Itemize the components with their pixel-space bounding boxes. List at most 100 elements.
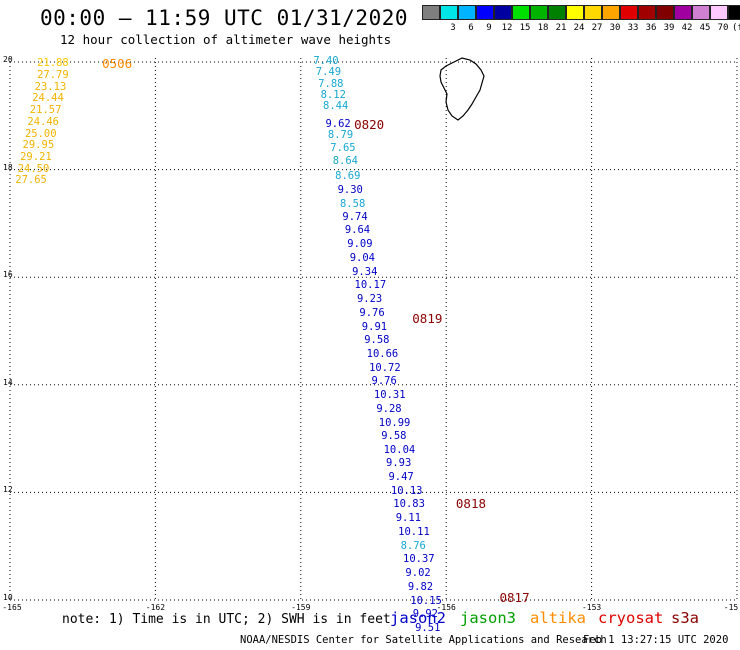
scale-tick-label: 3: [450, 23, 456, 33]
swh-value-east-track: 9.02: [405, 567, 431, 580]
swh-value-east-track: 9.04: [349, 251, 375, 264]
swh-value-west-track: 21.57: [29, 103, 62, 116]
swh-value-east-track: 9.74: [342, 211, 368, 224]
swh-value-east-track: 10.83: [393, 498, 425, 511]
hawaii-island-coastline: [439, 57, 485, 121]
page-subtitle: 12 hour collection of altimeter wave hei…: [60, 32, 392, 47]
swh-value-east-track: 9.91: [361, 320, 388, 333]
scale-tick-label: 42: [681, 23, 693, 33]
scale-swatch: [422, 5, 440, 20]
swh-value-west-track: 25.00: [24, 127, 57, 140]
scale-swatch: [602, 5, 620, 20]
swh-value-east-track: 9.23: [356, 293, 383, 306]
scale-swatch: [584, 5, 602, 20]
swh-value-east-track: 8.76: [400, 539, 426, 552]
swh-value-east-track: 9.64: [344, 224, 371, 237]
swh-value-west-track: 27.65: [15, 173, 47, 186]
swh-value-east-track: 7.65: [330, 142, 356, 155]
swh-value-west-track: 24.44: [32, 92, 64, 105]
pass-time-label: 0819: [412, 310, 443, 326]
swh-value-east-track: 10.04: [383, 443, 416, 456]
swh-value-west-track: 27.79: [37, 68, 69, 81]
swh-value-west-track: 24.46: [27, 115, 59, 128]
scale-swatch: [512, 5, 530, 20]
swh-value-east-track: 8.58: [339, 197, 366, 210]
swh-value-east-track: 10.11: [398, 525, 430, 538]
scale-tick-label: 36: [645, 23, 657, 33]
swh-value-east-track: 7.40: [313, 55, 339, 67]
longitude-tick-label: -162: [145, 603, 166, 612]
swh-value-west-track: 29.95: [22, 139, 55, 152]
legend-jason2: jason2: [390, 609, 446, 627]
footer-note: note: 1) Time is in UTC; 2) SWH is in fe…: [62, 612, 391, 627]
pass-time-label: 0818: [455, 496, 486, 512]
scale-tick-label: 18: [537, 23, 549, 33]
scale-tick-label: 27: [591, 23, 603, 33]
swh-value-east-track: 9.09: [347, 238, 373, 251]
scale-unit: (ft): [732, 23, 740, 33]
latitude-tick-label: 18: [3, 162, 13, 172]
scale-tick-label: 70: [717, 23, 729, 33]
swh-value-east-track: 9.92: [412, 608, 438, 621]
credit-line: NOAA/NESDIS Center for Satellite Applica…: [240, 634, 607, 646]
latitude-tick-label: 10: [3, 593, 13, 602]
pass-time-label: 0820: [354, 117, 385, 133]
swh-value-east-track: 10.66: [366, 348, 399, 361]
swh-value-east-track: 7.88: [318, 77, 344, 90]
longitude-tick-label: -15: [723, 603, 739, 612]
scale-swatch: [656, 5, 674, 20]
scale-swatch: [728, 5, 740, 20]
swh-value-east-track: 10.17: [354, 279, 387, 292]
longitude-tick-label: -165: [2, 603, 22, 612]
legend-cryosat: cryosat: [598, 609, 664, 627]
scale-tick-label: 33: [627, 23, 639, 33]
swh-value-east-track: 9.62: [325, 118, 351, 131]
swh-value-east-track: 8.64: [332, 155, 359, 168]
scale-tick-label: 12: [501, 23, 513, 33]
swh-value-west-track: 24.50: [17, 162, 50, 175]
swh-value-east-track: 10.37: [403, 553, 435, 566]
scale-tick-label: 15: [519, 23, 531, 33]
scale-swatch: [548, 5, 566, 20]
swh-value-east-track: 9.93: [386, 457, 412, 470]
swh-value-west-track: 29.21: [20, 150, 52, 163]
longitude-tick-label: -153: [581, 603, 602, 612]
latitude-tick-label: 12: [3, 485, 13, 495]
scale-swatch: [494, 5, 512, 20]
latitude-tick-label: 16: [3, 270, 13, 280]
scale-tick-label: 21: [555, 23, 567, 33]
swh-value-east-track: 9.58: [381, 429, 407, 442]
scale-tick-label: 9: [486, 23, 492, 33]
scale-tick-label: 45: [699, 23, 711, 33]
swh-value-east-track: 9.58: [364, 334, 390, 347]
scale-swatch: [692, 5, 710, 20]
swh-value-east-track: 9.11: [395, 512, 422, 525]
swh-value-east-track: 8.12: [320, 88, 346, 101]
swh-value-east-track: 9.76: [371, 375, 397, 388]
swh-value-east-track: 9.47: [388, 471, 414, 484]
legend-s3a: s3a: [671, 609, 699, 627]
swh-value-east-track: 8.44: [323, 100, 349, 113]
longitude-tick-label: -156: [436, 603, 456, 612]
swh-value-east-track: 10.13: [390, 484, 423, 497]
swh-value-east-track: 10.31: [373, 389, 406, 402]
scale-tick-label: 6: [468, 23, 474, 33]
swh-value-east-track: 7.49: [315, 66, 342, 79]
scale-swatch: [458, 5, 476, 20]
pass-time-label: 0506: [102, 55, 133, 71]
swh-value-east-track: 9.30: [337, 183, 363, 196]
swh-value-east-track: 8.69: [335, 170, 361, 183]
legend-jason3: jason3: [460, 609, 516, 627]
scale-swatch: [674, 5, 692, 20]
scale-tick-label: 30: [609, 23, 621, 33]
scale-tick-label: 24: [573, 23, 585, 33]
longitude-tick-label: -159: [291, 603, 311, 612]
swh-value-east-track: 10.15: [410, 594, 442, 607]
latitude-tick-label: 14: [3, 377, 13, 387]
swh-value-east-track: 8.79: [327, 129, 354, 142]
swh-value-west-track: 21.88: [37, 56, 69, 69]
swh-value-east-track: 10.72: [369, 361, 401, 374]
swh-value-east-track: 9.76: [359, 306, 385, 319]
scale-swatch: [638, 5, 656, 20]
